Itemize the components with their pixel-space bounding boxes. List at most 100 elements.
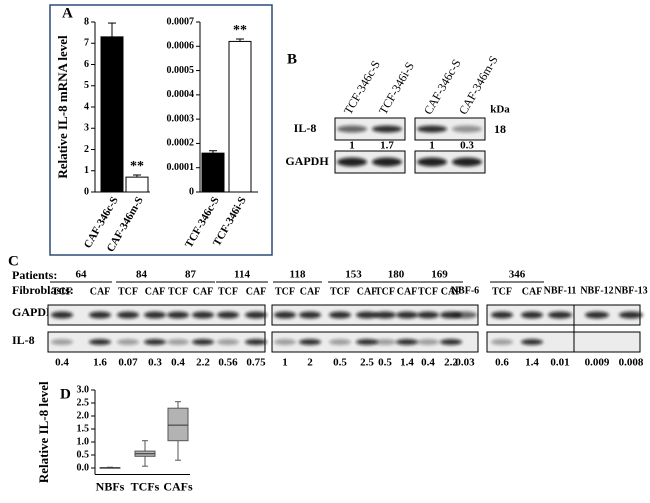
- y-tick-label: 0.5: [77, 449, 90, 460]
- band: [245, 339, 267, 345]
- fibroblast-label: CAF: [246, 286, 267, 297]
- x-tick-label: TCFs: [131, 479, 160, 493]
- patient-label: 169: [431, 269, 448, 281]
- band: [192, 339, 214, 345]
- band: [329, 311, 351, 319]
- ratio-label: 2.2: [444, 357, 458, 369]
- band: [372, 125, 402, 133]
- blot: [486, 331, 641, 353]
- band: [372, 157, 402, 167]
- y-tick-label: 0: [189, 186, 194, 197]
- ratio-label: 0.56: [218, 357, 238, 369]
- band: [217, 311, 239, 319]
- band: [452, 125, 482, 133]
- ratio-label: 0.07: [118, 357, 138, 369]
- band: [337, 157, 367, 167]
- ratio-label: 1: [282, 357, 288, 369]
- band: [491, 339, 513, 345]
- band: [274, 339, 296, 345]
- blot: [414, 117, 486, 141]
- fibroblast-label: TCF: [330, 286, 350, 297]
- band: [245, 311, 267, 319]
- band: [417, 125, 447, 133]
- fibroblast-label: TCF: [218, 286, 238, 297]
- y-axis-label: Relative IL-8 mRNA level: [55, 35, 70, 179]
- ratio-label: 0.3: [460, 140, 474, 152]
- marker-label: 18: [494, 122, 506, 136]
- band: [491, 311, 513, 319]
- fibroblast-label: CAF: [357, 286, 378, 297]
- band: [417, 157, 447, 167]
- fibroblast-label: CAF: [145, 286, 166, 297]
- y-tick-label: 0.0003: [167, 113, 195, 124]
- panel-label: C: [8, 253, 19, 269]
- ratio-label: 0.5: [378, 357, 392, 369]
- y-tick-label: 1: [84, 165, 89, 176]
- blot: [334, 117, 406, 141]
- panel-label: A: [62, 5, 73, 21]
- row-label: IL-8: [12, 333, 35, 347]
- ratio-label: 0.01: [550, 357, 569, 369]
- patient-label: 114: [234, 269, 250, 281]
- ratio-label: 0.03: [455, 357, 475, 369]
- band: [374, 339, 396, 345]
- band: [144, 311, 166, 319]
- normal-label: NBF-11: [544, 285, 577, 296]
- annotation: **: [130, 159, 144, 174]
- ratio-label: 0.4: [171, 357, 185, 369]
- row-label: GAPDH: [285, 154, 329, 168]
- ratio-label: 2.5: [360, 357, 374, 369]
- band: [440, 339, 462, 345]
- y-tick-label: 0.0001: [167, 162, 195, 173]
- panel-a-frame: [49, 4, 273, 256]
- lane-label: TCF-346i-S: [376, 60, 417, 117]
- band: [452, 157, 482, 167]
- row-label: GAPDH: [12, 305, 56, 319]
- y-tick-label: 1.5: [77, 423, 90, 434]
- ratio-label: 0.009: [585, 357, 610, 369]
- band: [51, 339, 73, 345]
- band: [117, 311, 139, 319]
- y-tick-label: 1.0: [77, 436, 90, 447]
- y-tick-label: 4: [84, 101, 89, 112]
- patient-label: 118: [290, 269, 306, 281]
- kda-label: kDa: [490, 104, 510, 116]
- y-tick-label: 2.0: [77, 410, 90, 421]
- y-tick-label: 0.0004: [167, 89, 195, 100]
- bar: [125, 176, 149, 193]
- band: [51, 311, 73, 319]
- ratio-label: 2.2: [196, 357, 210, 369]
- ratio-label: 0.008: [619, 357, 644, 369]
- fibroblast-label: TCF: [418, 286, 438, 297]
- fibroblasts-label: Fibroblasts:: [12, 283, 74, 297]
- band: [356, 311, 378, 319]
- ratio-label: 1.6: [93, 357, 107, 369]
- ratio-label: 1.7: [380, 140, 394, 152]
- y-tick-label: 5: [84, 80, 89, 91]
- fibroblast-label: CAF: [441, 286, 462, 297]
- ratio-label: 0.4: [55, 357, 69, 369]
- ratio-label: 2: [307, 357, 313, 369]
- patient-label: 87: [185, 269, 197, 281]
- patient-label: 64: [76, 269, 88, 281]
- bar: [201, 152, 225, 193]
- y-tick-label: 2.5: [77, 397, 90, 408]
- band: [356, 339, 378, 345]
- fibroblast-label: CAF: [397, 286, 418, 297]
- band: [117, 339, 139, 345]
- patient-label: 180: [388, 269, 405, 281]
- band: [453, 311, 477, 319]
- normal-label: NBF-6: [451, 285, 479, 296]
- y-tick-label: 0.0005: [167, 65, 195, 76]
- band: [299, 311, 321, 319]
- row-label: IL-8: [294, 121, 317, 135]
- ratio-label: 0.4: [421, 357, 435, 369]
- patient-label: 84: [136, 269, 148, 281]
- band: [329, 339, 351, 345]
- fibroblast-label: CAF: [300, 286, 321, 297]
- y-tick-label: 0.0007: [167, 16, 195, 27]
- band: [167, 339, 189, 345]
- blot: [334, 150, 406, 174]
